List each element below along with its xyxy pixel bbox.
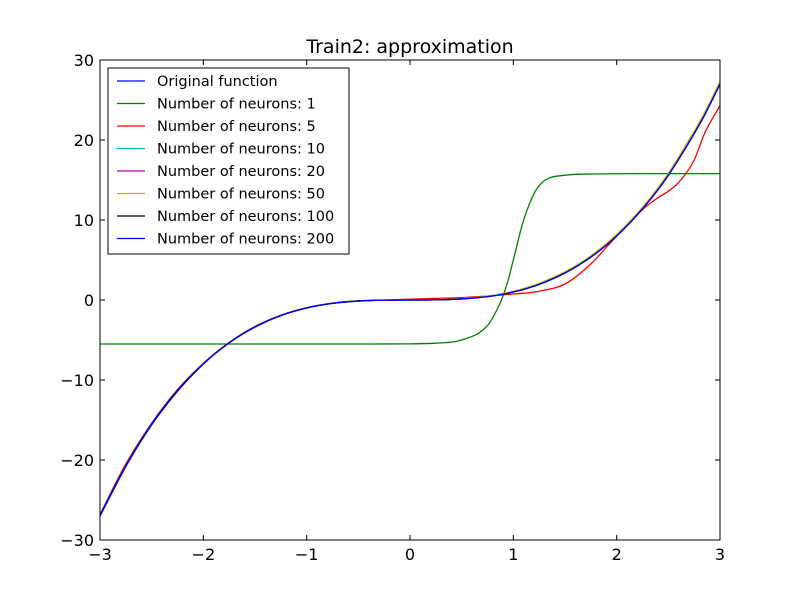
x-tick-label-3: 0 (405, 545, 415, 564)
x-tick-label-6: 3 (715, 545, 725, 564)
legend-label-3: Number of neurons: 10 (157, 142, 325, 158)
x-tick-label-0: −3 (88, 545, 112, 564)
series-line-7 (100, 83, 720, 517)
legend-label-7: Number of neurons: 200 (157, 232, 334, 248)
x-tick-label-5: 2 (612, 545, 622, 564)
legend-label-5: Number of neurons: 50 (157, 187, 325, 203)
legend: Original function Number of neurons: 1 Num… (107, 67, 350, 255)
plot-frame (99, 59, 721, 541)
legend-label-2: Number of neurons: 5 (157, 119, 316, 135)
legend-frame (107, 67, 350, 255)
legend-label-4: Number of neurons: 20 (157, 164, 325, 180)
legend-label-6: Number of neurons: 100 (157, 209, 334, 225)
x-tick-label-1: −2 (192, 545, 216, 564)
y-tick-label-3: 0 (84, 291, 94, 310)
series-layer (100, 81, 720, 517)
x-tick-label-2: −1 (295, 545, 319, 564)
y-tick-label-6: 30 (74, 51, 94, 70)
series-line-1 (100, 172, 720, 345)
y-tick-label-5: 20 (74, 131, 94, 150)
y-tick-label-4: 10 (74, 211, 94, 230)
legend-label-0: Original function (157, 74, 278, 90)
y-tick-label-0: −30 (60, 531, 94, 550)
y-tick-label-1: −20 (60, 451, 94, 470)
x-tick-label-4: 1 (508, 545, 518, 564)
y-tick-labels: −30 −20 −10 0 10 20 30 (60, 51, 94, 550)
x-tick-labels: −3 −2 −1 0 1 2 3 (88, 545, 725, 564)
y-tick-label-2: −10 (60, 371, 94, 390)
legend-label-1: Number of neurons: 1 (157, 97, 316, 113)
chart-title: Train2: approximation (305, 36, 513, 58)
